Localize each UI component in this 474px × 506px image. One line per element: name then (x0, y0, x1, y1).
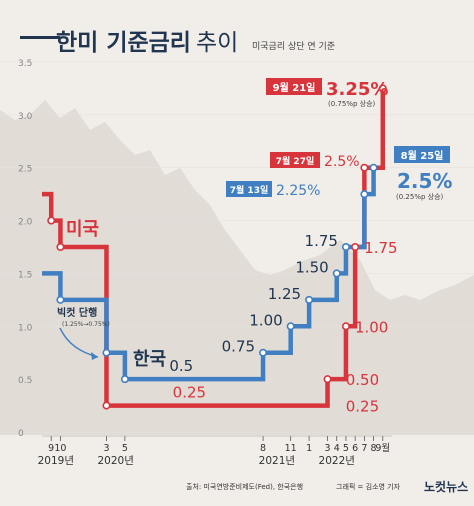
year-label: 2019년 (38, 455, 74, 467)
y-tick-label: 1.0 (18, 323, 33, 333)
year-label: 2021년 (259, 455, 295, 467)
x-tick-label: 1 (306, 443, 312, 454)
y-tick-label: 3.5 (18, 59, 32, 69)
logo-text: 노컷뉴스 (424, 479, 468, 494)
y-tick-label: 0.5 (18, 376, 32, 386)
x-tick-label: 10 (54, 443, 66, 454)
x-tick-label: 9 (48, 443, 54, 454)
bigcut-arrowhead (91, 352, 98, 360)
us-sep-value: 3.25% (326, 79, 388, 100)
chart-title-bold: 한미 기준금리 (56, 30, 191, 56)
kr-aug-date-box (394, 146, 450, 163)
us-value-label: 0.50 (346, 371, 379, 389)
x-tick-label: 6 (352, 443, 358, 454)
x-tick-label: 3 (103, 443, 109, 454)
us-sep-sub: (0.75%p 상승) (328, 99, 376, 108)
korea-rate-point (305, 295, 314, 304)
y-tick-label: 0 (18, 429, 24, 439)
year-label: 2020년 (97, 455, 133, 467)
chart-subtitle: 미국금리 상단 연 기준 (252, 41, 335, 52)
us-value-label: 1.00 (355, 318, 388, 336)
bigcut-label: 빅컷 단행 (57, 306, 97, 319)
us-value-label: 1.75 (364, 239, 397, 257)
korea-rate-point (341, 243, 350, 252)
x-tick-label: 4 (334, 443, 340, 454)
us-value-label: 0.25 (346, 398, 379, 416)
korea-value-label: 1.00 (249, 311, 282, 329)
x-tick-label: 9월 (375, 442, 390, 454)
us-series-label: 미국 (66, 219, 99, 240)
korea-value-label: 1.25 (268, 285, 301, 303)
korea-value-label: 1.75 (305, 232, 338, 250)
us-rate-point (360, 163, 369, 172)
x-tick-label: 8 (371, 443, 377, 454)
korea-rate-point (102, 348, 111, 357)
us-rate-point (56, 243, 65, 252)
us-rate-point (102, 401, 111, 410)
x-tick-label: 11 (285, 443, 297, 454)
x-tick-label: 3 (325, 443, 331, 454)
x-tick-label: 5 (343, 443, 349, 454)
korea-rate-point (286, 322, 295, 331)
x-tick-label: 7 (361, 443, 367, 454)
us-rate-point (47, 216, 56, 225)
kr-aug-date: 8월 25일 (401, 149, 444, 162)
us-rate-point (323, 375, 332, 384)
kr-aug-sub: (0.25%p 상승) (396, 192, 444, 201)
us-sep-date-box (266, 78, 322, 95)
us-rate-point (351, 243, 360, 252)
kr-jul-date-box (226, 181, 272, 197)
y-tick-label: 3.0 (18, 112, 33, 122)
us-rate-point (341, 322, 350, 331)
chart-title-light: 추이 (196, 30, 238, 56)
korea-value-label: 1.50 (295, 258, 328, 276)
korea-rate-point (56, 295, 65, 304)
source-text: 출처: 미국연방준비제도(Fed), 한국은행 (186, 482, 303, 491)
credit-text: 그래픽 = 김소영 기자 (336, 482, 401, 491)
x-tick-label: 8 (260, 443, 266, 454)
kr-aug-value: 2.5% (397, 169, 452, 193)
title-accent-bar (20, 36, 60, 39)
us-rate-point (378, 84, 387, 93)
kr-jul-date: 7월 13일 (230, 184, 268, 196)
korea-rate-point (120, 375, 129, 384)
korea-value-label: 0.75 (222, 338, 255, 356)
bigcut-sublabel: (1.25%→0.75%) (62, 321, 110, 328)
korea-rate-point (360, 190, 369, 199)
korea-value-label: 0.5 (169, 357, 193, 375)
us-value-label: 0.25 (173, 384, 206, 402)
korea-rate-point (369, 163, 378, 172)
korea-rate-point (332, 269, 341, 278)
korea-rate-point (259, 348, 268, 357)
us-jul-date: 7월 27일 (276, 155, 314, 167)
y-tick-label: 1.5 (18, 270, 32, 280)
us-jul-date-box (270, 152, 320, 168)
y-tick-label: 2.5 (18, 165, 32, 175)
kr-jul-value: 2.25% (276, 183, 320, 199)
korea-series-label: 한국 (133, 349, 166, 370)
y-tick-label: 2.0 (18, 218, 33, 228)
us-sep-date: 9월 21일 (273, 81, 316, 94)
us-jul-value: 2.5% (324, 154, 360, 170)
year-label: 2022년 (319, 455, 355, 467)
x-tick-label: 5 (122, 443, 128, 454)
